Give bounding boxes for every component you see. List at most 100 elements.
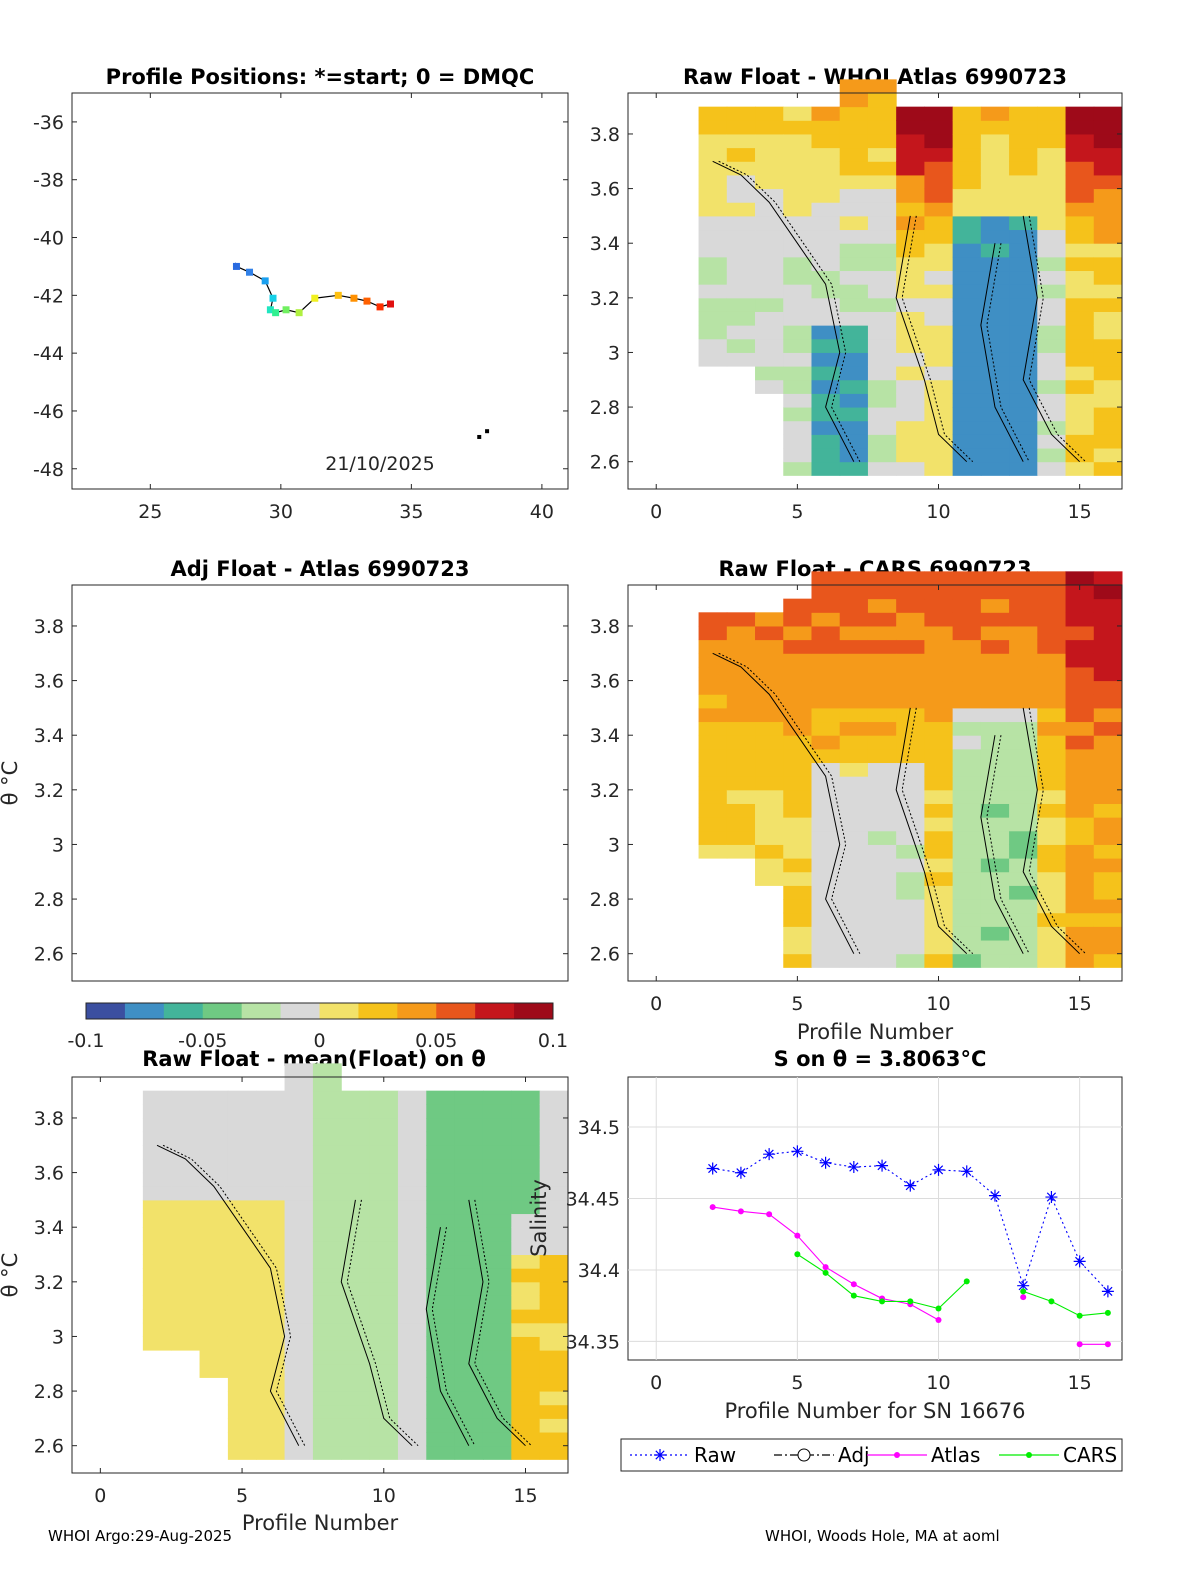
- heatmap-cell: [284, 1227, 314, 1242]
- heatmap-cell: [482, 1363, 512, 1378]
- heatmap-cell: [811, 434, 841, 449]
- heatmap-cell: [142, 1240, 172, 1256]
- heatmap-cell: [511, 1213, 541, 1228]
- heatmap-cell: [256, 1131, 286, 1146]
- heatmap-cell: [1065, 461, 1095, 476]
- heatmap-cell: [811, 311, 841, 326]
- heatmap-cell: [924, 311, 954, 326]
- heatmap-cell: [1065, 639, 1095, 654]
- heatmap-cell: [482, 1432, 512, 1447]
- heatmap-cell: [698, 694, 728, 709]
- heatmap-cell: [1065, 625, 1095, 641]
- heatmap-cell: [341, 1145, 371, 1160]
- salinity-ylabel: Salinity: [527, 1179, 551, 1257]
- heatmap-cell: [952, 735, 982, 750]
- heatmap-cell: [698, 830, 728, 845]
- x-tick-label: 30: [269, 501, 293, 523]
- heatmap-cell: [369, 1131, 399, 1146]
- heatmap-cell: [312, 1404, 342, 1419]
- heatmap-cell: [811, 598, 841, 613]
- panel-raw-float-cars: Raw Float - CARS 6990723 3.83.63.43.232.…: [590, 557, 1123, 1044]
- heatmap-cell: [199, 1350, 229, 1365]
- heatmap-cell: [1065, 598, 1095, 613]
- contour-line: [425, 1227, 470, 1446]
- heatmap-cell: [312, 1377, 342, 1392]
- heatmap-cell: [1037, 202, 1067, 217]
- heatmap-cell: [171, 1145, 201, 1160]
- heatmap-cell: [341, 1268, 371, 1283]
- heatmap-cell: [1093, 844, 1123, 859]
- heatmap-cell: [171, 1104, 201, 1119]
- legend-marker-atlas: [894, 1452, 900, 1458]
- heatmap-cell: [142, 1090, 172, 1105]
- contour-line: [712, 160, 855, 462]
- heatmap-cell: [397, 1090, 427, 1105]
- heatmap-cell: [341, 1350, 371, 1365]
- heatmap-cell: [482, 1186, 512, 1201]
- heatmap-cell: [867, 694, 897, 709]
- heatmap-cell: [726, 188, 756, 203]
- heatmap-cell: [1009, 666, 1038, 682]
- heatmap-cell: [539, 1295, 569, 1310]
- data-point-atlas: [1076, 1341, 1083, 1348]
- heatmap-cell: [924, 393, 954, 408]
- heatmap-cell: [952, 666, 982, 682]
- heatmap-cell: [783, 899, 812, 914]
- heatmap-cell: [698, 803, 728, 818]
- heatmap-cell: [341, 1445, 371, 1460]
- heatmap-cell: [980, 707, 1010, 723]
- heatmap-cell: [783, 229, 812, 244]
- heatmap-cell: [142, 1227, 172, 1242]
- heatmap-cell: [1065, 161, 1095, 176]
- heatmap-cell: [1009, 899, 1038, 914]
- heatmap-cell: [980, 789, 1010, 804]
- heatmap-cell: [1093, 352, 1123, 367]
- colorbar-swatch: [319, 1003, 359, 1019]
- heatmap-cell: [341, 1172, 371, 1187]
- data-point-raw: [1045, 1191, 1058, 1204]
- heatmap-cell: [341, 1295, 371, 1310]
- heatmap-cell: [511, 1240, 541, 1256]
- heatmap-cell: [1037, 366, 1067, 381]
- heatmap-cell: [1037, 625, 1067, 641]
- heatmap-cell: [511, 1254, 541, 1269]
- heatmap-cell: [199, 1158, 229, 1174]
- heatmap-cell: [1093, 953, 1123, 968]
- heatmap-cell: [783, 694, 812, 709]
- heatmap-cell: [1093, 612, 1123, 627]
- heatmap-cell: [811, 844, 841, 859]
- heatmap-cell: [839, 680, 869, 695]
- heatmap-cell: [454, 1309, 484, 1324]
- heatmap-cell: [839, 188, 869, 203]
- heatmap-cell: [1037, 161, 1067, 176]
- heatmap-cell: [1093, 270, 1123, 285]
- heatmap-cell: [511, 1363, 541, 1378]
- heatmap-cell: [1065, 215, 1095, 231]
- heatmap-cell: [227, 1186, 257, 1201]
- heatmap-cell: [980, 612, 1010, 627]
- heatmap-cell: [1037, 338, 1067, 353]
- heatmap-cell: [256, 1199, 286, 1215]
- heatmap-cell: [227, 1145, 257, 1160]
- heatmap-cell: [1009, 871, 1038, 886]
- heatmap-cell: [867, 448, 897, 463]
- heatmap-cell: [227, 1268, 257, 1283]
- heatmap-cell: [755, 680, 784, 695]
- heatmap-cell: [482, 1145, 512, 1160]
- heatmap-cell: [783, 817, 812, 832]
- heatmap-cell: [1009, 639, 1038, 654]
- heatmap-cell: [1037, 311, 1067, 326]
- heatmap-cell: [783, 366, 812, 381]
- heatmap-cell: [980, 680, 1010, 695]
- heatmap-cell: [952, 461, 982, 476]
- heatmap-cell: [952, 912, 982, 927]
- heatmap-cell: [341, 1227, 371, 1242]
- heatmap-cell: [952, 120, 982, 135]
- contour-line: [980, 735, 1024, 954]
- heatmap-cell: [284, 1199, 314, 1215]
- heatmap-cell: [1065, 858, 1095, 873]
- heatmap-cell: [839, 639, 869, 654]
- heatmap-cell: [783, 940, 812, 955]
- heatmap-cell: [256, 1432, 286, 1447]
- heatmap-cell: [1009, 461, 1038, 476]
